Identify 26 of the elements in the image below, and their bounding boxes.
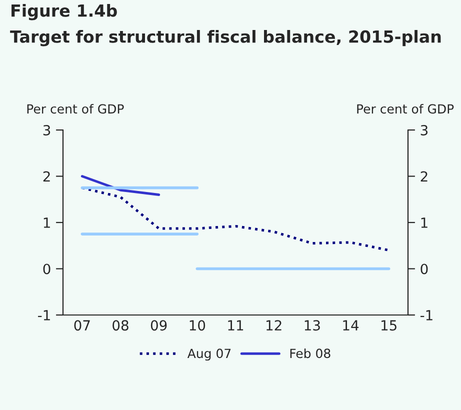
x-tick-label: 11: [228, 320, 244, 330]
x-tick-label: 07: [74, 320, 90, 331]
chart-title: Figure 1.4b: [12, 4, 117, 20]
y-tick-label: 1: [44, 218, 50, 228]
y-tick-label: 2: [43, 171, 50, 182]
legend-label: Aug 07: [187, 348, 231, 361]
y2-tick-label: 1: [421, 218, 428, 228]
y-tick-label: 3: [43, 124, 50, 136]
x-tick-label: 12: [266, 320, 282, 330]
line-series: [80, 186, 390, 252]
y2-tick-label: 2: [420, 171, 428, 182]
y2-axis-title: Per cent of GDP: [357, 104, 454, 114]
y2-tick-label: -1: [420, 310, 432, 320]
x-tick-label: 14: [343, 320, 359, 330]
y-tick-label: -1: [38, 310, 50, 320]
x-tick-label: 10: [190, 320, 206, 331]
y-tick-label: 0: [43, 264, 50, 274]
y-axis-title: Per cent of GDP: [27, 104, 124, 114]
y2-tick-label: 3: [420, 124, 428, 136]
legend-label: Feb 08: [290, 348, 330, 358]
x-tick-label: 15: [382, 320, 396, 331]
x-tick-label: 13: [304, 320, 320, 331]
chart-subtitle: Target for structural fiscal balance, 2015-plan: [10, 30, 441, 46]
y2-tick-label: 0: [420, 264, 428, 274]
x-tick-label: 09: [150, 320, 167, 331]
x-tick-label: 08: [112, 320, 128, 331]
